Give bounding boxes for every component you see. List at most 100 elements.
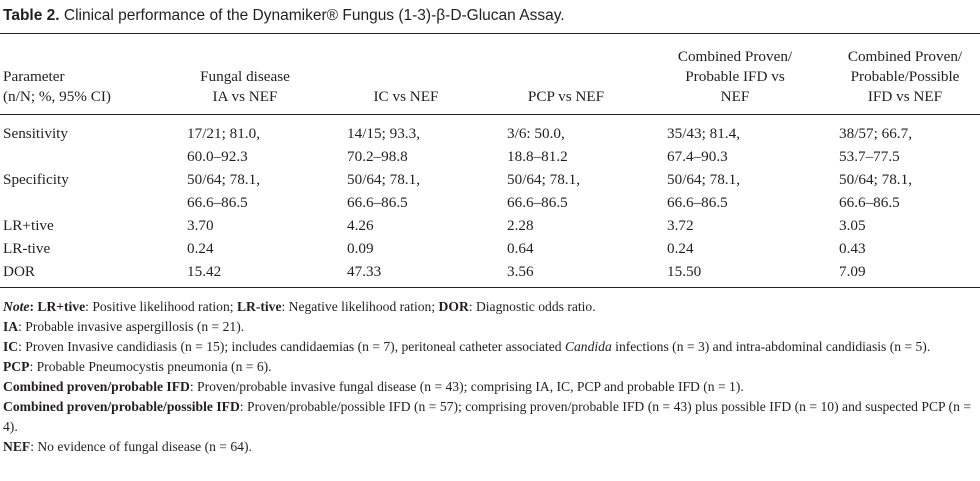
- footnote-pcp: PCP: Probable Pneumocystis pneumonia (n …: [3, 357, 971, 377]
- table-top-rule: [0, 33, 980, 35]
- cell-line: 66.6–86.5: [667, 194, 728, 211]
- cell-line: 66.6–86.5: [347, 194, 408, 211]
- table-cell: 38/57; 66.7, 53.7–77.5: [839, 122, 912, 168]
- footnote-note-label: Note: [3, 299, 30, 314]
- footnote-term: IA: [3, 319, 19, 334]
- cell-line: 3/6: 50.0,: [507, 125, 565, 142]
- footnote-ic: IC: Proven Invasive candidiasis (n = 15)…: [3, 337, 971, 357]
- header-parameter-line: (n/N; %, 95% CI): [3, 88, 111, 105]
- cell-line: 50/64; 78.1,: [667, 171, 740, 188]
- footnote-text: : Proven/probable/possible IFD (n = 57);…: [3, 399, 971, 434]
- header-col-ic: IC vs NEF: [326, 87, 486, 107]
- table-cell: 15.42: [187, 263, 222, 280]
- cell-line: 53.7–77.5: [839, 148, 900, 165]
- cell-line: 38/57; 66.7,: [839, 125, 912, 142]
- table-cell: 35/43; 81.4, 67.4–90.3: [667, 122, 740, 168]
- footnote-text: : Negative likelihood ration;: [281, 299, 436, 314]
- cell-line: 67.4–90.3: [667, 148, 728, 165]
- table-cell: 0.09: [347, 240, 374, 257]
- table-footnotes: Note: LR+tive: Positive likelihood ratio…: [3, 297, 971, 457]
- footnote-italic: Candida: [564, 339, 612, 354]
- header-col-ia-line: Fungal disease: [200, 68, 290, 85]
- footnote-term: Combined proven/probable IFD: [3, 379, 190, 394]
- table-cell: 50/64; 78.1, 66.6–86.5: [839, 168, 912, 214]
- row-param-lr-positive: LR+tive: [3, 217, 54, 234]
- caption-text: Clinical performance of the Dynamiker® F…: [63, 7, 565, 24]
- footnote-term: DOR: [438, 299, 469, 314]
- header-parameter: Parameter (n/N; %, 95% CI): [3, 67, 111, 107]
- table-cell: 50/64; 78.1, 66.6–86.5: [507, 168, 580, 214]
- table-cell: 50/64; 78.1, 66.6–86.5: [187, 168, 260, 214]
- table-cell: 0.43: [839, 240, 866, 257]
- header-col-proven-probable-line: Probable IFD vs: [685, 68, 785, 85]
- cell-line: 50/64; 78.1,: [507, 171, 580, 188]
- table-caption: Table 2. Clinical performance of the Dyn…: [3, 6, 973, 26]
- cell-line: 14/15; 93.3,: [347, 125, 420, 142]
- table-cell: 0.24: [667, 240, 694, 257]
- table-cell: 50/64; 78.1, 66.6–86.5: [667, 168, 740, 214]
- table-cell: 15.50: [667, 263, 702, 280]
- footnote-text: : Proven Invasive candidiasis (n = 15); …: [18, 339, 565, 354]
- cell-line: 50/64; 78.1,: [839, 171, 912, 188]
- footnote-abbreviations: Note: LR+tive: Positive likelihood ratio…: [3, 299, 596, 314]
- row-param-lr-negative: LR-tive: [3, 240, 51, 257]
- table-cell: 14/15; 93.3, 70.2–98.8: [347, 122, 420, 168]
- row-param-dor: DOR: [3, 263, 36, 280]
- table-header-rule: [0, 114, 980, 115]
- footnote-text: : Proven/probable invasive fungal diseas…: [189, 379, 744, 394]
- header-col-pcp: PCP vs NEF: [486, 87, 646, 107]
- footnote-term: NEF: [3, 439, 31, 454]
- header-col-proven-probable: Combined Proven/ Probable IFD vs NEF: [650, 47, 820, 107]
- footnote-text: : Diagnostic odds ratio.: [468, 299, 596, 314]
- cell-line: 66.6–86.5: [187, 194, 248, 211]
- footnote-ia: IA: Probable invasive aspergillosis (n =…: [3, 317, 971, 337]
- cell-line: 60.0–92.3: [187, 148, 248, 165]
- footnote-text: : No evidence of fungal disease (n = 64)…: [30, 439, 252, 454]
- footnote-term: LR-tive: [236, 299, 282, 314]
- cell-line: 50/64; 78.1,: [187, 171, 260, 188]
- footnote-term: LR+tive: [37, 299, 86, 314]
- cell-line: 17/21; 81.0,: [187, 125, 260, 142]
- header-col-proven-probable-possible-line: Combined Proven/: [847, 48, 963, 65]
- header-col-pcp-line: PCP vs NEF: [527, 88, 605, 105]
- table-cell: 0.24: [187, 240, 214, 257]
- footnote-text: : Probable Pneumocystis pneumonia (n = 6…: [29, 359, 272, 374]
- header-col-ia: Fungal disease IA vs NEF: [160, 67, 330, 107]
- table-cell: 0.64: [507, 240, 534, 257]
- footnote-text: infections (n = 3) and intra-abdominal c…: [611, 339, 931, 354]
- cell-line: 66.6–86.5: [507, 194, 568, 211]
- cell-line: 35/43; 81.4,: [667, 125, 740, 142]
- footnote-term: Combined proven/probable/possible IFD: [3, 399, 240, 414]
- table-cell: 47.33: [347, 263, 382, 280]
- row-param-sensitivity: Sensitivity: [3, 125, 68, 142]
- footnote-combined-proven-probable: Combined proven/probable IFD: Proven/pro…: [3, 377, 971, 397]
- footnote-nef: NEF: No evidence of fungal disease (n = …: [3, 437, 971, 457]
- table-cell: 4.26: [347, 217, 374, 234]
- table-cell: 7.09: [839, 263, 866, 280]
- table-cell: 3.05: [839, 217, 866, 234]
- table-cell: 50/64; 78.1, 66.6–86.5: [347, 168, 420, 214]
- table-cell: 3.70: [187, 217, 214, 234]
- table-cell: 17/21; 81.0, 60.0–92.3: [187, 122, 260, 168]
- footnote-term: IC: [3, 339, 19, 354]
- table-cell: 3/6: 50.0, 18.8–81.2: [507, 122, 568, 168]
- footnote-term: PCP: [3, 359, 30, 374]
- caption-label: Table 2.: [3, 7, 60, 24]
- footnote-text: : Positive likelihood ration;: [85, 299, 234, 314]
- cell-line: 50/64; 78.1,: [347, 171, 420, 188]
- cell-line: 18.8–81.2: [507, 148, 568, 165]
- table-bottom-rule: [0, 287, 980, 288]
- footnote-text: : Probable invasive aspergillosis (n = 2…: [18, 319, 245, 334]
- header-col-proven-probable-line: NEF: [720, 88, 750, 105]
- header-col-ia-line: IA vs NEF: [212, 88, 278, 105]
- header-col-proven-probable-possible-line: IFD vs NEF: [867, 88, 943, 105]
- header-col-proven-probable-possible: Combined Proven/ Probable/Possible IFD v…: [820, 47, 980, 107]
- header-col-ic-line: IC vs NEF: [373, 88, 439, 105]
- cell-line: 70.2–98.8: [347, 148, 408, 165]
- table-cell: 3.72: [667, 217, 694, 234]
- header-col-proven-probable-possible-line: Probable/Possible: [850, 68, 960, 85]
- footnote-combined-proven-probable-possible: Combined proven/probable/possible IFD: P…: [3, 397, 971, 437]
- header-parameter-line: Parameter: [3, 68, 65, 85]
- header-col-proven-probable-line: Combined Proven/: [677, 48, 793, 65]
- row-param-specificity: Specificity: [3, 171, 69, 188]
